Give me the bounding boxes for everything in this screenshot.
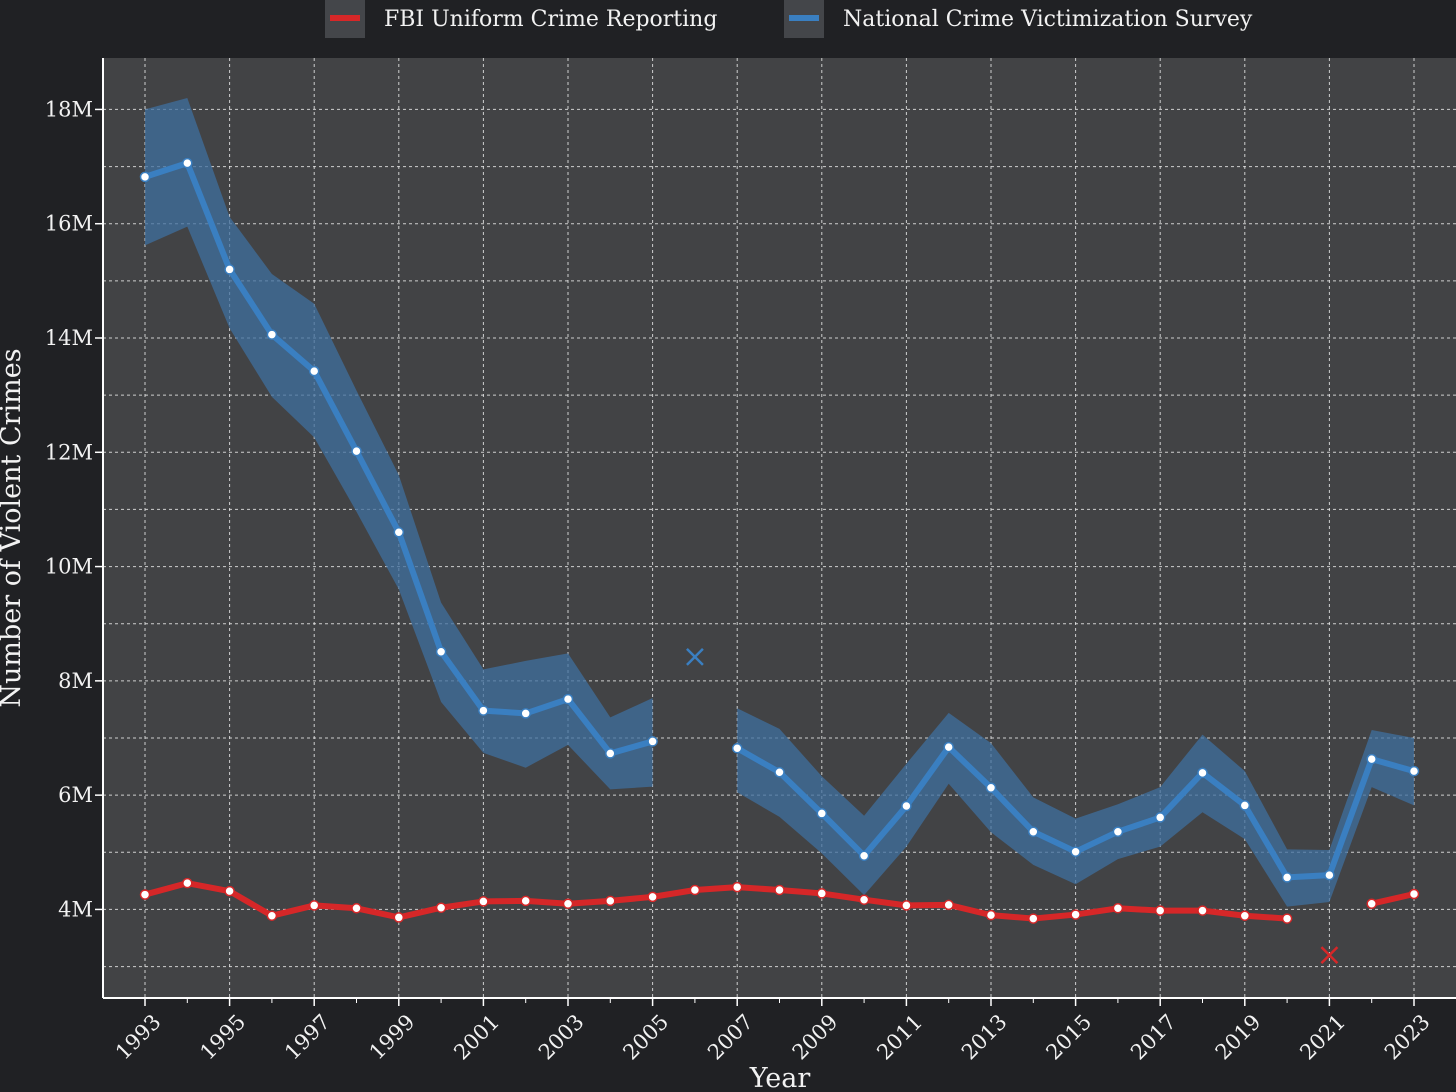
data-point[interactable] [1028, 826, 1039, 837]
data-point[interactable] [1239, 800, 1251, 811]
data-point[interactable] [182, 877, 193, 889]
series-line [1368, 891, 1417, 907]
data-point[interactable] [1366, 898, 1377, 909]
data-point[interactable] [1408, 888, 1420, 900]
data-point[interactable] [1112, 903, 1124, 914]
data-point[interactable] [308, 900, 320, 911]
missing-data-marker [686, 647, 704, 666]
data-point[interactable] [731, 881, 743, 893]
data-point[interactable] [1197, 767, 1208, 779]
data-point[interactable] [351, 445, 362, 457]
data-point[interactable] [266, 329, 278, 340]
x-axis-title: Year [749, 1063, 811, 1092]
data-point[interactable] [393, 527, 405, 538]
data-point[interactable] [1408, 765, 1420, 777]
data-point[interactable] [1154, 905, 1166, 916]
data-point[interactable] [1366, 753, 1377, 765]
data-point[interactable] [858, 894, 870, 905]
y-tick-label: 8M [58, 669, 93, 693]
y-tick-label: 10M [45, 555, 93, 579]
legend-label-ncvs: National Crime Victimization Survey [843, 7, 1253, 32]
data-point[interactable] [1070, 846, 1081, 857]
y-tick-label: 14M [45, 326, 93, 350]
data-point[interactable] [139, 889, 151, 900]
y-tick-label: 12M [45, 440, 93, 464]
data-point[interactable] [478, 705, 489, 716]
y-tick-label: 16M [45, 212, 93, 236]
y-tick-label: 6M [58, 783, 93, 807]
data-point[interactable] [943, 899, 954, 911]
data-point[interactable] [858, 850, 870, 861]
data-point[interactable] [689, 884, 701, 896]
data-point[interactable] [605, 895, 616, 907]
data-point[interactable] [605, 748, 616, 759]
series-line [142, 880, 1291, 922]
data-point[interactable] [1112, 826, 1124, 837]
data-point[interactable] [901, 800, 912, 812]
data-points [139, 157, 1420, 965]
y-tick-label: 18M [45, 97, 93, 121]
data-point[interactable] [985, 909, 997, 921]
data-point[interactable] [393, 912, 405, 923]
data-point[interactable] [1239, 910, 1251, 921]
data-point[interactable] [562, 693, 574, 705]
data-point[interactable] [351, 903, 362, 914]
data-point[interactable] [520, 708, 531, 719]
data-point[interactable] [647, 891, 658, 903]
data-point[interactable] [1070, 909, 1081, 920]
legend: FBI Uniform Crime Reporting National Cri… [325, 0, 1253, 38]
data-point[interactable] [774, 767, 785, 778]
data-point[interactable] [139, 171, 151, 183]
data-point[interactable] [1324, 869, 1335, 881]
y-tick-label: 4M [58, 897, 93, 921]
legend-label-fbi: FBI Uniform Crime Reporting [384, 7, 717, 32]
plot-area [103, 58, 1456, 998]
confidence-bands [145, 98, 1414, 907]
data-point[interactable] [182, 157, 193, 169]
legend-item-fbi[interactable]: FBI Uniform Crime Reporting [325, 0, 717, 38]
data-point[interactable] [731, 743, 743, 754]
data-point[interactable] [562, 898, 574, 909]
data-point[interactable] [520, 895, 531, 907]
data-point[interactable] [1281, 872, 1293, 883]
data-point[interactable] [1197, 905, 1208, 916]
legend-item-ncvs[interactable]: National Crime Victimization Survey [784, 0, 1253, 38]
data-point[interactable] [224, 264, 235, 275]
data-point[interactable] [266, 910, 278, 921]
data-point[interactable] [435, 646, 447, 657]
data-point[interactable] [224, 885, 235, 897]
data-point[interactable] [308, 365, 320, 377]
data-point[interactable] [943, 741, 954, 753]
data-point[interactable] [435, 902, 447, 913]
missing-data-marker [1320, 946, 1339, 965]
data-point[interactable] [647, 736, 658, 747]
data-point[interactable] [478, 896, 489, 907]
data-point[interactable] [901, 900, 912, 911]
y-axis-ticks: 4M 6M 8M 10M 12M 14M 16M 18M [45, 97, 103, 921]
data-point[interactable] [1281, 913, 1293, 924]
data-point[interactable] [816, 808, 828, 819]
data-point[interactable] [985, 782, 997, 793]
data-point[interactable] [774, 884, 785, 896]
data-point[interactable] [1028, 913, 1039, 924]
data-point[interactable] [1154, 812, 1166, 823]
data-point[interactable] [816, 888, 828, 899]
y-axis-title: Number of Violent Crimes [0, 348, 27, 707]
grid [103, 58, 1456, 998]
confidence-band [737, 708, 1414, 907]
confidence-band [145, 98, 653, 790]
